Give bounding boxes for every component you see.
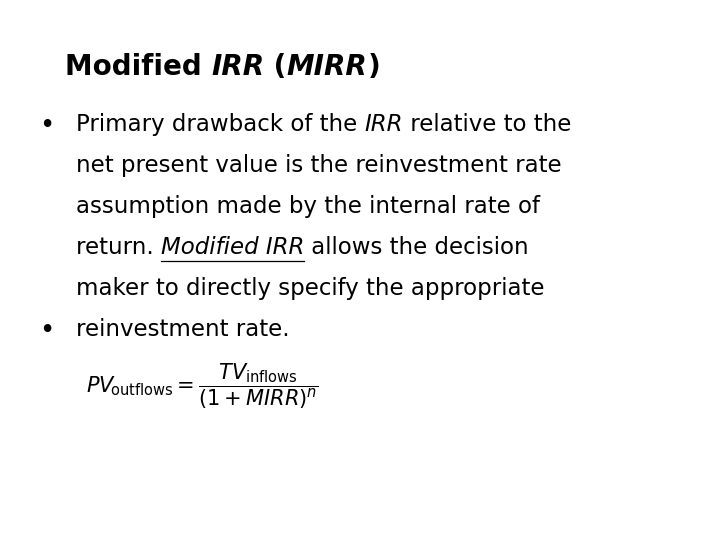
Text: return.: return. [76, 236, 161, 259]
Text: $\mathit{PV}_{\!\mathrm{outflows}} = \dfrac{\mathit{TV}_{\mathrm{inflows}}}{(1 +: $\mathit{PV}_{\!\mathrm{outflows}} = \df… [86, 361, 319, 411]
Text: •: • [40, 318, 55, 344]
Text: allows the decision: allows the decision [304, 236, 528, 259]
Text: net present value is the reinvestment rate: net present value is the reinvestment ra… [76, 154, 561, 177]
Text: Modified: Modified [65, 52, 211, 80]
Text: reinvestment rate.: reinvestment rate. [76, 318, 289, 341]
Text: IRR: IRR [364, 113, 402, 136]
Text: (: ( [264, 52, 287, 80]
Text: MIRR: MIRR [287, 52, 367, 80]
Text: 10-34: 10-34 [678, 516, 706, 525]
Text: Copyright © 2014 Pearson Education, Inc. All rights reserved.: Copyright © 2014 Pearson Education, Inc.… [14, 516, 315, 525]
Text: IRR: IRR [211, 52, 264, 80]
Text: assumption made by the internal rate of: assumption made by the internal rate of [76, 195, 539, 218]
Text: Primary drawback of the: Primary drawback of the [76, 113, 364, 136]
Text: ): ) [367, 52, 380, 80]
Text: maker to directly specify the appropriate: maker to directly specify the appropriat… [76, 277, 544, 300]
Text: relative to the: relative to the [402, 113, 571, 136]
Text: •: • [40, 113, 55, 139]
Text: Modified IRR: Modified IRR [161, 236, 304, 259]
